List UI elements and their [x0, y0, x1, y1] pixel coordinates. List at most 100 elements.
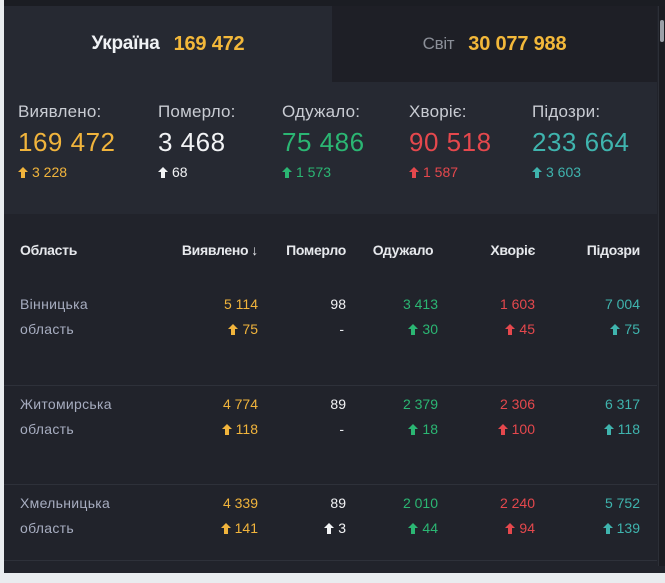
stat-ill-delta-value: 1 587: [423, 164, 459, 180]
arrow-up-icon: [158, 166, 168, 178]
ill-cell: 2 240 94: [438, 491, 535, 583]
detected-delta-value: 141: [234, 520, 258, 536]
recovered-cell: 2 379 18: [346, 392, 438, 484]
dead-value: 89: [330, 495, 346, 511]
arrow-up-icon: [324, 523, 335, 534]
suspected-cell: 7 004 75: [535, 292, 640, 385]
suspected-delta-value: 118: [617, 421, 640, 437]
stat-detected: Виявлено: 169 472 3 228: [18, 102, 158, 214]
suspected-delta: 139: [602, 516, 640, 541]
stat-dead-delta-value: 68: [172, 164, 188, 180]
header-dead-label: Померло: [286, 242, 346, 258]
arrow-up-icon: [18, 166, 28, 178]
header-detected[interactable]: Виявлено ↓: [144, 242, 258, 258]
header-recovered-label: Одужало: [372, 242, 434, 258]
region-cell: Хмельницька область: [4, 491, 144, 583]
regions-table: Область Виявлено ↓ Померло Одужало Хворі…: [4, 214, 657, 583]
recovered-delta-value: 44: [422, 520, 438, 536]
suspected-delta: 75: [610, 317, 640, 342]
header-suspected-label: Підозри: [586, 242, 641, 258]
stat-recovered: Одужало: 75 486 1 573: [282, 102, 409, 214]
header-ill[interactable]: Хворіє: [438, 242, 535, 258]
stat-detected-label: Виявлено:: [18, 102, 102, 121]
arrow-up-icon: [409, 166, 419, 178]
table-row[interactable]: Хмельницька область 4 339 141 89 3 2 010…: [4, 484, 657, 583]
dead-delta-value: 3: [338, 520, 346, 536]
arrow-up-icon: [408, 523, 419, 534]
header-ill-label: Хворіє: [490, 242, 535, 258]
header-region[interactable]: Область: [4, 242, 144, 258]
detected-delta: 75: [228, 317, 258, 342]
region-suffix: область: [20, 520, 74, 536]
arrow-up-icon: [282, 166, 292, 178]
header-dead[interactable]: Померло: [258, 242, 346, 258]
detected-delta: 141: [220, 516, 258, 541]
stat-detected-delta: 3 228: [18, 164, 158, 180]
header-recovered[interactable]: Одужало: [346, 242, 438, 258]
suspected-delta-value: 75: [624, 321, 640, 337]
header-region-label: Область: [20, 242, 78, 258]
region-name: Житомирська: [20, 396, 112, 412]
stat-suspected: Підозри: 233 664 3 603: [532, 102, 657, 214]
stat-ill-delta: 1 587: [409, 164, 532, 180]
dead-value: 98: [330, 296, 346, 312]
dead-cell: 98 -: [258, 292, 346, 385]
recovered-delta: 30: [408, 317, 438, 342]
stat-dead: Померло: 3 468 68: [158, 102, 282, 214]
ill-value: 2 306: [499, 396, 535, 412]
tab-world-value: 30 077 988: [468, 32, 567, 55]
arrow-up-icon: [408, 324, 419, 335]
tab-ukraine-label: Україна: [91, 33, 160, 54]
divider: [4, 560, 657, 561]
arrow-up-icon: [505, 523, 516, 534]
table-body: Вінницька область 5 114 75 98 - 3 413 30…: [4, 286, 657, 583]
header-detected-label: Виявлено: [181, 242, 249, 258]
stat-detected-delta-value: 3 228: [32, 164, 68, 180]
stat-suspected-delta-value: 3 603: [546, 164, 582, 180]
region-cell: Вінницька область: [4, 292, 144, 385]
detected-cell: 4 339 141: [144, 491, 258, 583]
table-row[interactable]: Житомирська область 4 774 118 89 - 2 379…: [4, 385, 657, 484]
detected-delta-value: 75: [242, 321, 258, 337]
ill-delta: 94: [505, 516, 535, 541]
top-strip: [4, 0, 665, 6]
suspected-cell: 6 317 118: [535, 392, 640, 484]
ill-delta: 100: [497, 417, 535, 442]
region-suffix: область: [20, 421, 74, 437]
detected-cell: 5 114 75: [144, 292, 258, 385]
recovered-value: 2 379: [402, 396, 438, 412]
stat-ill: Хворіє: 90 518 1 587: [409, 102, 532, 214]
arrow-up-icon: [602, 523, 613, 534]
ill-delta-value: 45: [519, 321, 535, 337]
ill-value: 2 240: [499, 495, 535, 511]
dead-cell: 89 -: [258, 392, 346, 484]
stat-dead-label: Померло:: [158, 102, 236, 121]
scrollbar[interactable]: [658, 6, 665, 566]
recovered-delta-value: 30: [422, 321, 438, 337]
table-row[interactable]: Вінницька область 5 114 75 98 - 3 413 30…: [4, 286, 657, 385]
stat-suspected-delta: 3 603: [532, 164, 657, 180]
arrow-up-icon: [610, 324, 621, 335]
tab-ukraine[interactable]: Україна 169 472: [4, 6, 332, 82]
stat-recovered-delta-value: 1 573: [296, 164, 332, 180]
scrollbar-thumb[interactable]: [660, 20, 664, 42]
stat-recovered-value: 75 486: [282, 127, 365, 157]
ill-value: 1 603: [499, 296, 535, 312]
covid-stats-widget: Україна 169 472 Світ 30 077 988 Виявлено…: [4, 0, 665, 573]
region-name: Вінницька: [20, 296, 88, 312]
suspected-value: 5 752: [604, 495, 640, 511]
suspected-delta: 118: [603, 417, 640, 442]
arrow-up-icon: [220, 523, 231, 534]
stat-ill-value: 90 518: [409, 127, 492, 157]
recovered-cell: 3 413 30: [346, 292, 438, 385]
suspected-value: 7 004: [604, 296, 640, 312]
arrow-up-icon: [505, 324, 516, 335]
tab-world[interactable]: Світ 30 077 988: [332, 6, 657, 82]
stat-suspected-label: Підозри:: [532, 102, 601, 121]
dead-cell: 89 3: [258, 491, 346, 583]
suspected-cell: 5 752 139: [535, 491, 640, 583]
header-suspected[interactable]: Підозри: [535, 242, 641, 258]
stat-suspected-value: 233 664: [532, 127, 630, 157]
dead-value: 89: [330, 396, 346, 412]
detected-value: 5 114: [224, 296, 258, 312]
